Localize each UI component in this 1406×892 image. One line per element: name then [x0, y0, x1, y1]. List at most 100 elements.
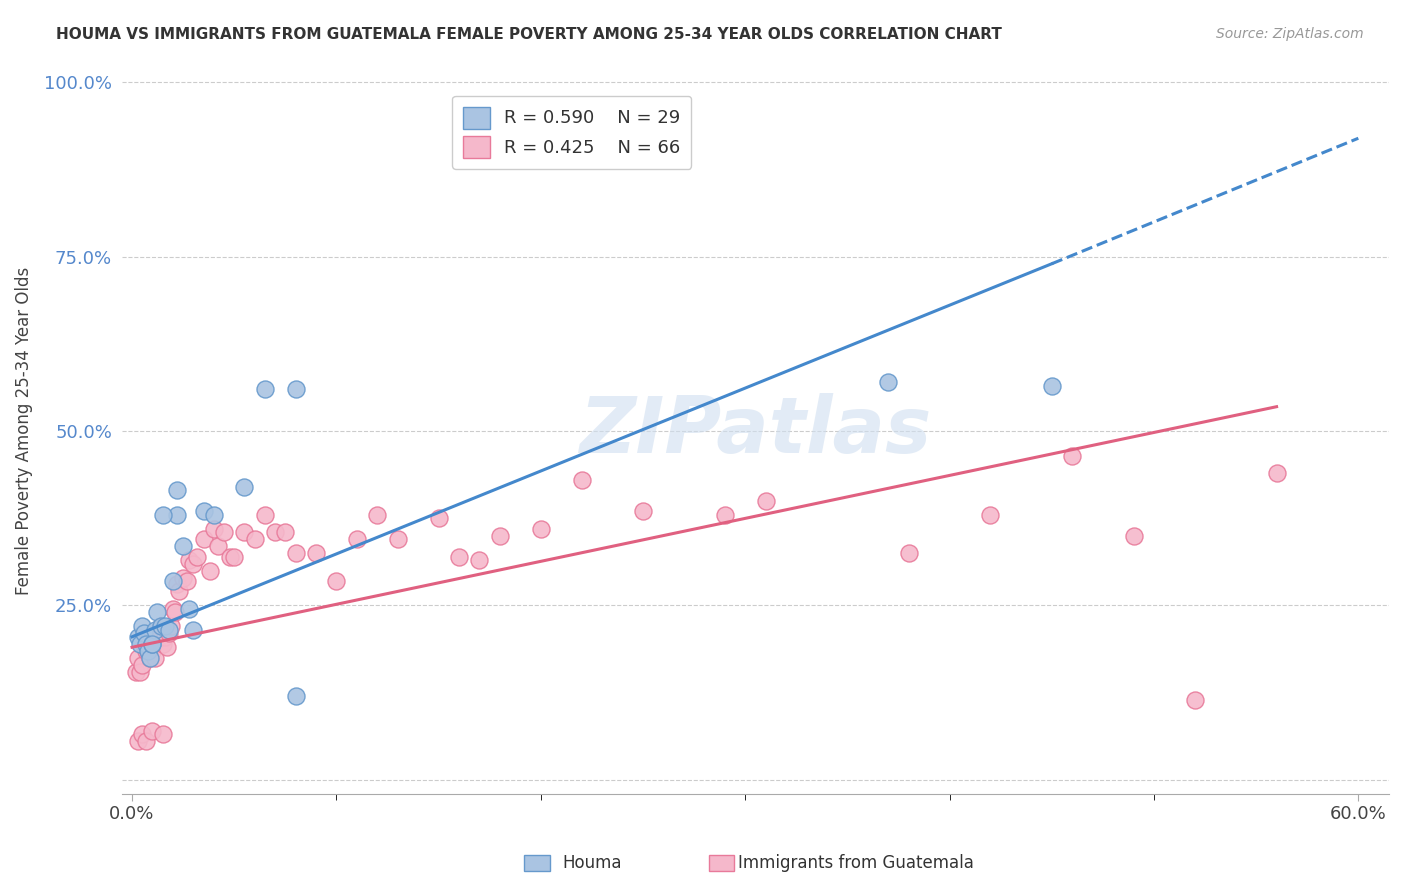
Point — [131, 619, 153, 633]
Point — [143, 650, 166, 665]
Point — [284, 546, 307, 560]
Point — [274, 525, 297, 540]
Point — [129, 665, 152, 679]
Point — [1265, 466, 1288, 480]
Point — [468, 553, 491, 567]
Point — [141, 723, 163, 738]
Point — [153, 619, 176, 633]
Text: Immigrants from Guatemala: Immigrants from Guatemala — [738, 855, 974, 872]
Point — [284, 689, 307, 703]
Point — [129, 637, 152, 651]
Point — [156, 640, 179, 655]
Y-axis label: Female Poverty Among 25-34 Year Olds: Female Poverty Among 25-34 Year Olds — [15, 267, 32, 595]
Point — [179, 602, 201, 616]
Point — [212, 525, 235, 540]
Point — [148, 623, 170, 637]
Point — [166, 508, 188, 522]
Point — [152, 508, 174, 522]
Point — [202, 522, 225, 536]
Point — [1062, 449, 1084, 463]
Point — [243, 532, 266, 546]
Point — [253, 382, 276, 396]
Point — [877, 376, 900, 390]
Point — [149, 619, 172, 633]
Point — [755, 493, 778, 508]
Point — [219, 549, 242, 564]
Point — [134, 626, 156, 640]
Point — [284, 382, 307, 396]
Point — [138, 644, 160, 658]
Point — [157, 623, 180, 637]
Point — [193, 532, 215, 546]
Point — [897, 546, 920, 560]
Point — [183, 557, 205, 571]
Point — [152, 727, 174, 741]
Point — [186, 549, 208, 564]
Point — [1122, 529, 1144, 543]
Point — [366, 508, 388, 522]
Point — [152, 637, 174, 651]
Point — [145, 633, 167, 648]
Point — [172, 570, 194, 584]
Point — [141, 644, 163, 658]
Point — [346, 532, 368, 546]
Point — [179, 553, 201, 567]
Point — [166, 483, 188, 498]
Point — [141, 637, 163, 651]
Point — [264, 525, 287, 540]
Point — [138, 644, 160, 658]
Legend: R = 0.590    N = 29, R = 0.425    N = 66: R = 0.590 N = 29, R = 0.425 N = 66 — [451, 95, 692, 169]
Point — [157, 626, 180, 640]
Point — [207, 539, 229, 553]
Point — [127, 650, 149, 665]
Point — [489, 529, 512, 543]
Point — [167, 584, 190, 599]
Bar — [709, 855, 734, 871]
Point — [125, 665, 148, 679]
Point — [141, 637, 163, 651]
Point — [427, 511, 450, 525]
Point — [571, 473, 593, 487]
Point — [162, 602, 184, 616]
Point — [139, 650, 162, 665]
Point — [127, 630, 149, 644]
Point — [163, 606, 186, 620]
Point — [224, 549, 246, 564]
Point — [135, 734, 157, 748]
Point — [183, 623, 205, 637]
Point — [325, 574, 347, 588]
Point — [166, 577, 188, 591]
Text: Houma: Houma — [562, 855, 621, 872]
Point — [131, 727, 153, 741]
Point — [135, 637, 157, 651]
Point — [135, 644, 157, 658]
Point — [387, 532, 409, 546]
Point — [131, 657, 153, 672]
Point — [979, 508, 1001, 522]
Point — [713, 508, 735, 522]
Point — [160, 619, 183, 633]
Point — [153, 630, 176, 644]
Point — [143, 623, 166, 637]
Point — [145, 606, 167, 620]
Point — [162, 574, 184, 588]
Point — [198, 564, 221, 578]
Point — [1040, 378, 1063, 392]
Point — [134, 637, 156, 651]
Point — [305, 546, 328, 560]
Point — [193, 504, 215, 518]
Point — [172, 539, 194, 553]
Point — [449, 549, 471, 564]
Point — [1184, 692, 1206, 706]
Point — [233, 480, 256, 494]
Point — [233, 525, 256, 540]
Point — [139, 650, 162, 665]
Text: HOUMA VS IMMIGRANTS FROM GUATEMALA FEMALE POVERTY AMONG 25-34 YEAR OLDS CORRELAT: HOUMA VS IMMIGRANTS FROM GUATEMALA FEMAL… — [56, 27, 1002, 42]
Text: Source: ZipAtlas.com: Source: ZipAtlas.com — [1216, 27, 1364, 41]
Point — [253, 508, 276, 522]
Point — [631, 504, 654, 518]
Point — [530, 522, 553, 536]
Point — [127, 734, 149, 748]
Text: ZIPatlas: ZIPatlas — [579, 393, 932, 469]
Point — [176, 574, 198, 588]
